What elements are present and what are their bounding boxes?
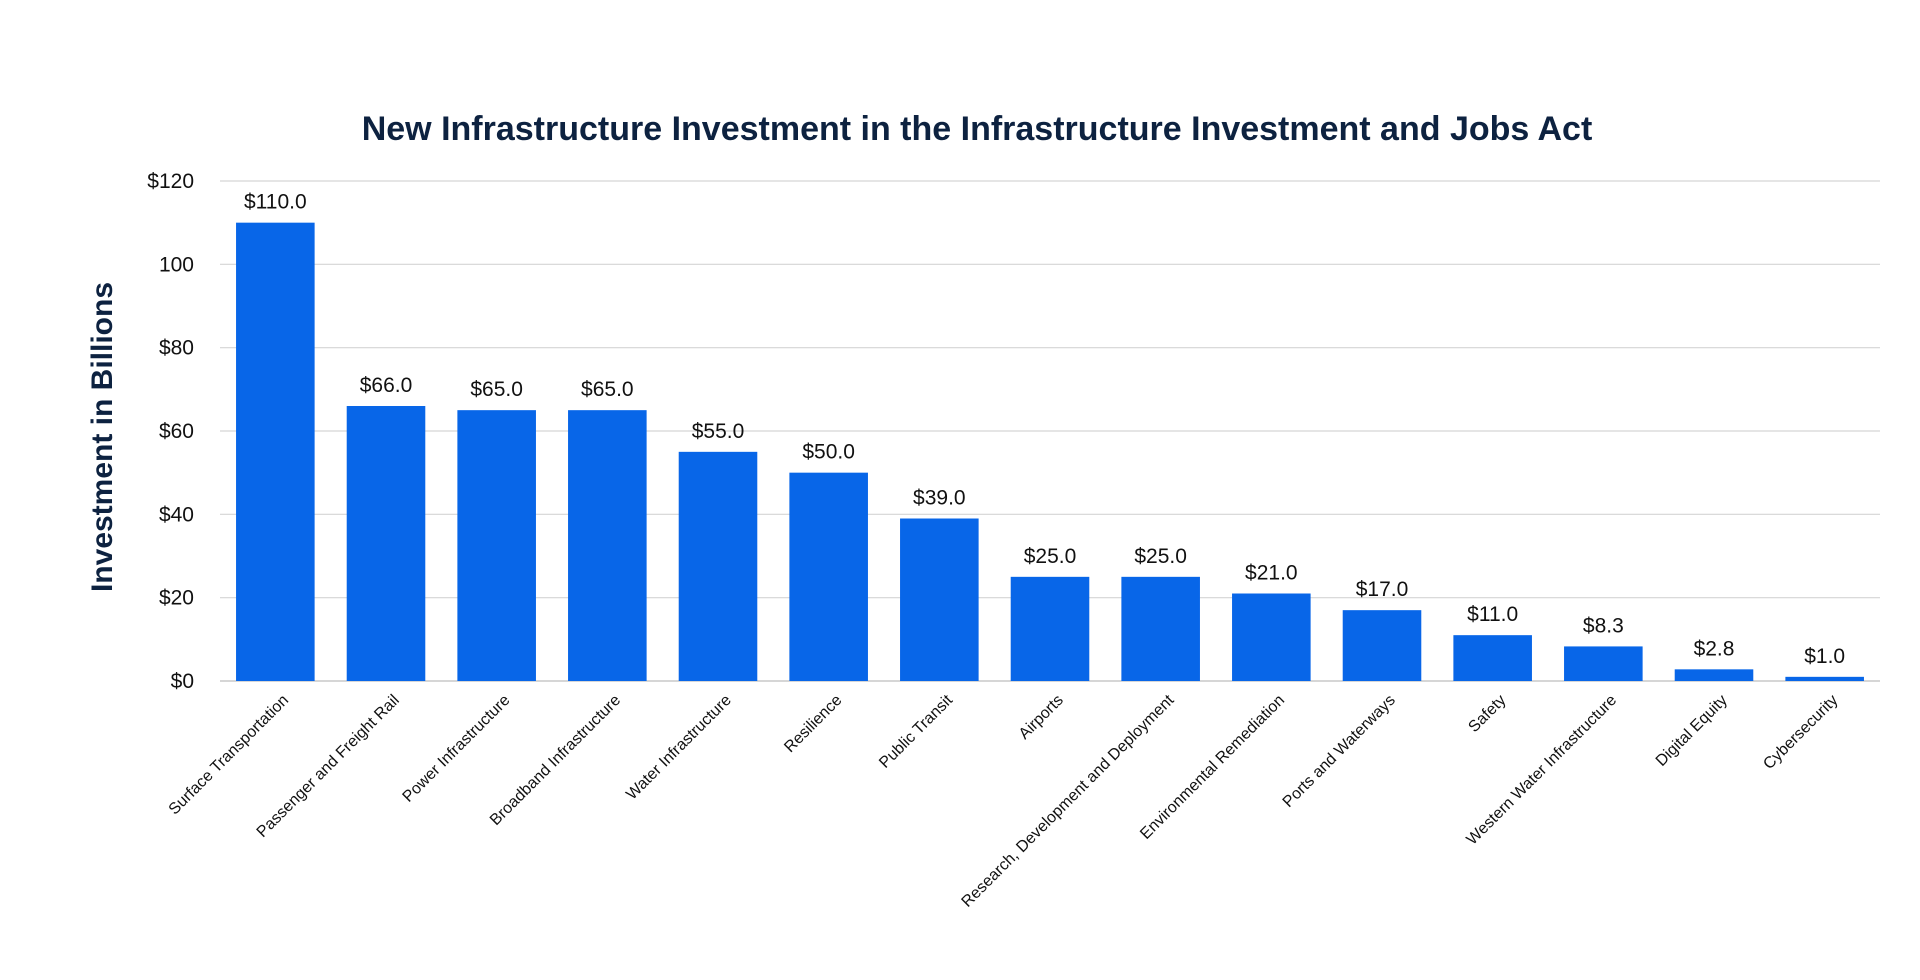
x-tick-label: Digital Equity [1653, 692, 1731, 770]
x-tick-label: Power Infrastructure [400, 692, 514, 806]
y-tick-label: $80 [159, 337, 194, 360]
bar [346, 406, 426, 681]
data-label: $25.0 [1024, 545, 1077, 568]
data-label: $21.0 [1245, 562, 1298, 585]
x-tick-label: Ports and Waterways [1280, 692, 1399, 811]
bar [1564, 646, 1643, 681]
x-tick-label: Resilience [781, 692, 845, 756]
bar [1453, 635, 1532, 681]
data-label: $55.0 [692, 420, 745, 443]
bar [900, 518, 979, 681]
x-tick-label: Cybersecurity [1760, 692, 1841, 773]
x-tick-label: Public Transit [876, 691, 956, 771]
y-tick-label: $120 [147, 170, 194, 193]
bars [236, 222, 1864, 681]
y-tick-label: $60 [159, 420, 194, 443]
data-label: $11.0 [1467, 603, 1518, 626]
bar [457, 410, 536, 681]
bar [1674, 669, 1754, 681]
x-tick-label: Airports [1016, 692, 1067, 743]
y-tick-label: $40 [159, 503, 194, 526]
y-axis-ticks: $0 $20 $40 $60 $80 100 $120 [147, 170, 194, 693]
y-tick-label: $20 [159, 587, 194, 610]
data-label: $50.0 [802, 441, 855, 464]
y-axis-label: Investment in Billions [86, 282, 119, 592]
bar [1785, 676, 1864, 681]
y-tick-label: $0 [171, 670, 194, 693]
data-labels: $110.0 $66.0 $65.0 $65.0 $55.0 $50.0 $39.0 $25.… [244, 191, 1845, 668]
data-label: $8.3 [1583, 614, 1624, 637]
data-label: $65.0 [470, 378, 523, 401]
bar [1342, 610, 1422, 681]
bar [789, 472, 868, 681]
x-tick-label: Water Infrastructure [623, 692, 735, 804]
x-tick-label: Broadband Infrastructure [487, 692, 624, 829]
bar [1121, 576, 1200, 681]
bar [1010, 576, 1090, 681]
data-label: $65.0 [581, 378, 634, 401]
data-label: $25.0 [1134, 545, 1187, 568]
chart-title: New Infrastructure Investment in the Inf… [362, 110, 1593, 148]
x-tick-label: Surface Transportation [166, 692, 292, 818]
bar [236, 222, 315, 681]
y-tick-label: 100 [159, 253, 194, 276]
bar [678, 451, 758, 681]
data-label: $2.8 [1694, 637, 1735, 660]
data-label: $17.0 [1356, 578, 1409, 601]
x-tick-label: Research, Development and Deployment [959, 691, 1178, 910]
data-label: $1.0 [1804, 645, 1845, 668]
data-label: $39.0 [913, 487, 966, 510]
bar [568, 410, 647, 681]
data-label: $110.0 [244, 191, 307, 214]
bar [1232, 593, 1311, 681]
x-tick-label: Safety [1465, 692, 1509, 736]
data-label: $66.0 [360, 374, 413, 397]
